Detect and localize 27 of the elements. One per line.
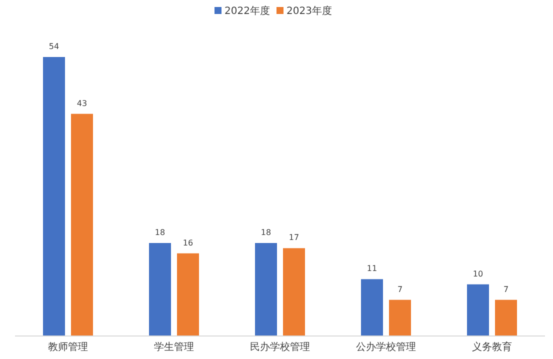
x-tick-label: 公办学校管理 (356, 341, 416, 353)
legend-label: 2022年度 (224, 5, 270, 17)
bar (71, 114, 93, 336)
data-label: 54 (48, 42, 60, 51)
data-label: 18 (260, 228, 272, 237)
bar (467, 284, 489, 336)
x-tick-label: 学生管理 (154, 341, 194, 353)
data-label: 43 (76, 98, 88, 108)
bar (149, 243, 171, 336)
bar (255, 243, 277, 336)
x-tick-label: 民办学校管理 (250, 341, 310, 353)
x-tick-label: 义务教育 (472, 341, 512, 353)
bar (495, 300, 517, 336)
data-label: 7 (397, 284, 403, 294)
data-label: 7 (503, 284, 509, 294)
data-label: 11 (366, 264, 378, 274)
data-label: 16 (182, 238, 194, 248)
data-label: 18 (154, 228, 166, 237)
bar (43, 57, 65, 336)
bar (389, 300, 411, 336)
legend-label: 2023年度 (286, 5, 332, 17)
bar (283, 248, 305, 336)
x-tick-label: 教师管理 (48, 342, 88, 353)
data-label: 10 (472, 269, 484, 278)
data-label: 17 (288, 233, 300, 242)
bar (177, 253, 199, 336)
bar (361, 279, 383, 336)
